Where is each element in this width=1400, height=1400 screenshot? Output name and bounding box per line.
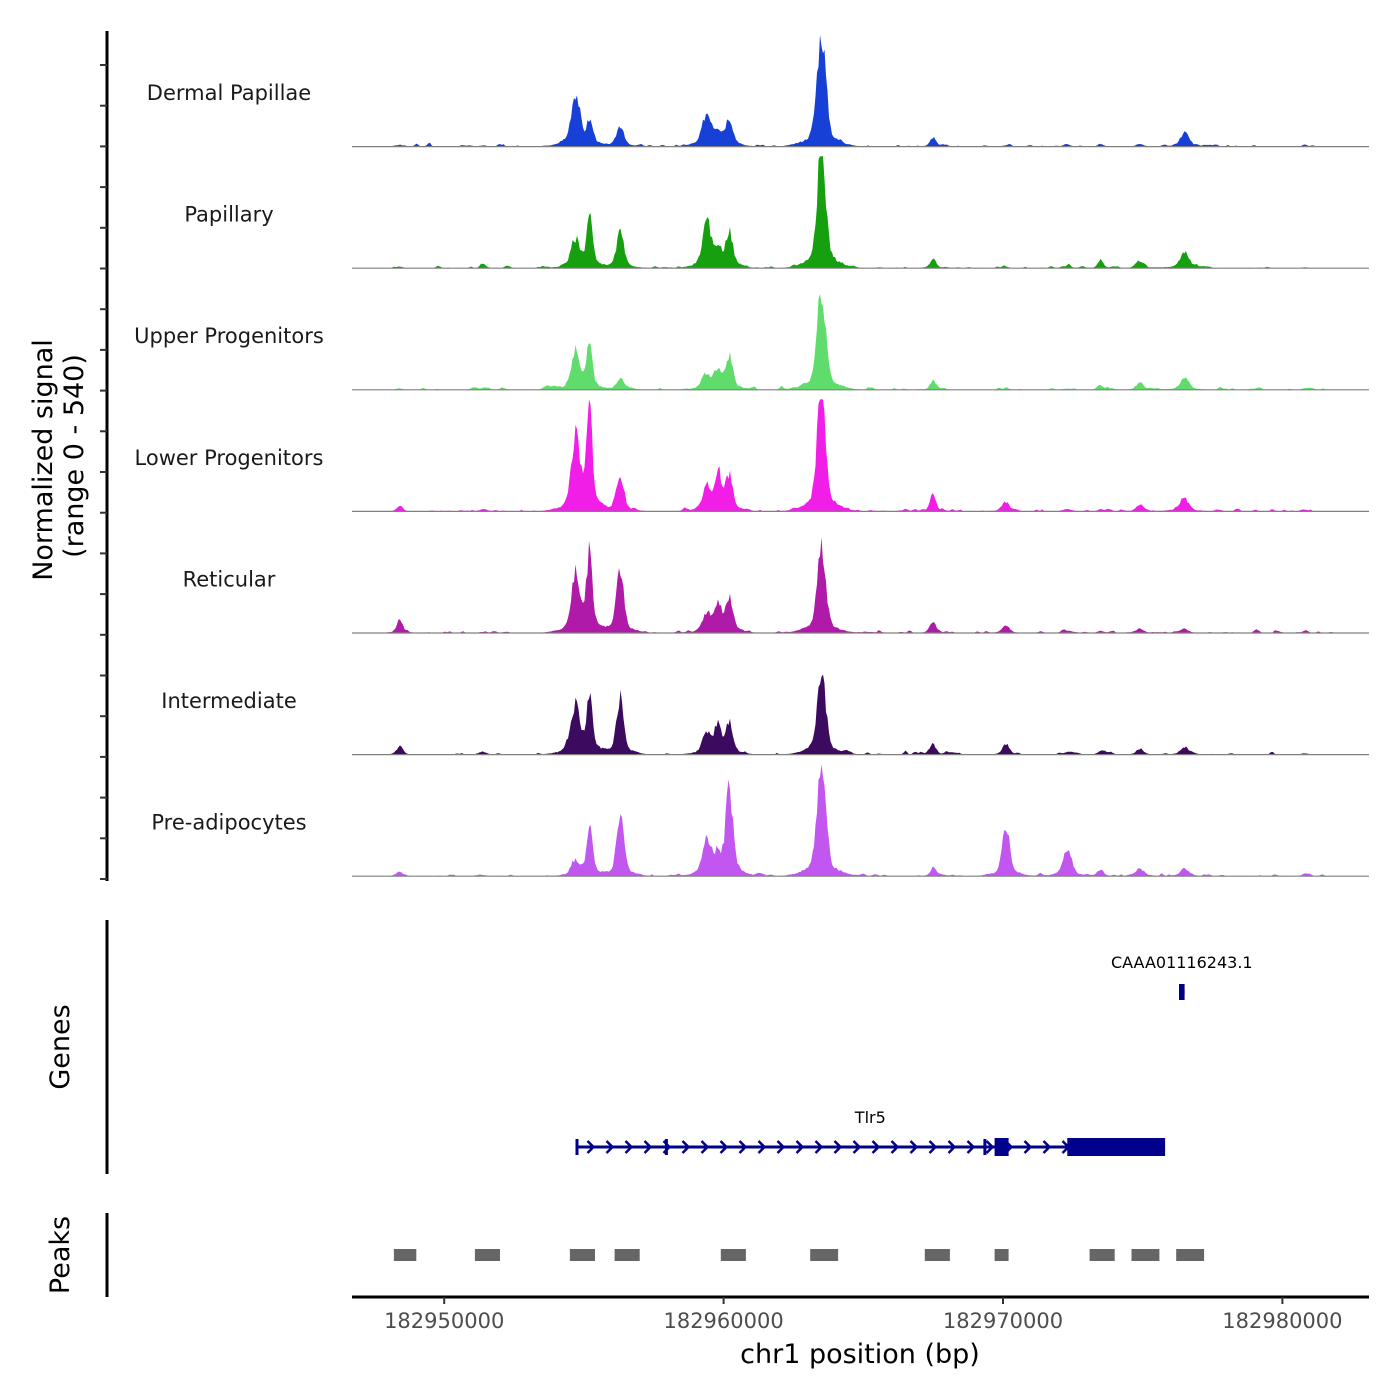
track-label: Intermediate bbox=[161, 689, 297, 713]
gene-exon bbox=[983, 1139, 987, 1155]
peak-region bbox=[810, 1249, 839, 1261]
strand-arrow-icon bbox=[852, 1140, 862, 1154]
strand-arrow-icon bbox=[814, 1140, 824, 1154]
strand-arrow-icon bbox=[909, 1140, 919, 1154]
peak-region bbox=[474, 1249, 500, 1261]
x-axis-title: chr1 position (bp) bbox=[740, 1339, 980, 1370]
strand-arrow-icon bbox=[738, 1140, 748, 1154]
peaks-panel-label: Peaks bbox=[45, 1216, 76, 1294]
gene-tlr5: Tlr5 bbox=[575, 1108, 1166, 1156]
track-label: Reticular bbox=[183, 567, 276, 591]
signal-area bbox=[352, 764, 1369, 877]
track-intermediate: Intermediate bbox=[161, 674, 1369, 756]
strand-arrow-icon bbox=[985, 1140, 995, 1154]
gene-exon bbox=[1179, 984, 1185, 1000]
strand-arrow-icon bbox=[890, 1140, 900, 1154]
signal-area bbox=[352, 156, 1369, 269]
strand-arrow-icon bbox=[700, 1140, 710, 1154]
y-axis-title: Normalized signal bbox=[28, 339, 59, 581]
track-lower-progenitors: Lower Progenitors bbox=[135, 399, 1369, 512]
peak-region bbox=[569, 1249, 595, 1261]
signal-area bbox=[352, 537, 1369, 633]
peak-region bbox=[924, 1249, 950, 1261]
gene-exon bbox=[1067, 1138, 1166, 1156]
peak-region bbox=[994, 1249, 1009, 1261]
gene-exon bbox=[994, 1138, 1009, 1156]
strand-arrow-icon bbox=[719, 1140, 729, 1154]
x-tick-label: 182960000 bbox=[663, 1309, 783, 1333]
x-tick-label: 182970000 bbox=[943, 1309, 1063, 1333]
gene-label: CAAA01116243.1 bbox=[1111, 953, 1253, 972]
strand-arrow-icon bbox=[757, 1140, 767, 1154]
x-tick-label: 182980000 bbox=[1222, 1309, 1342, 1333]
track-label: Lower Progenitors bbox=[135, 446, 324, 470]
track-reticular: Reticular bbox=[183, 537, 1369, 634]
gene-track: Tlr5 CAAA01116243.1 bbox=[575, 953, 1253, 1156]
peak-region bbox=[393, 1249, 417, 1261]
strand-arrow-icon bbox=[624, 1140, 634, 1154]
signal-area bbox=[352, 34, 1369, 147]
strand-arrow-icon bbox=[928, 1140, 938, 1154]
track-label: Pre-adipocytes bbox=[151, 811, 306, 835]
track-pre-adipocytes: Pre-adipocytes bbox=[151, 764, 1369, 877]
peak-region bbox=[1131, 1249, 1160, 1261]
strand-arrow-icon bbox=[605, 1140, 615, 1154]
strand-arrow-icon bbox=[966, 1140, 976, 1154]
genes-panel-label: Genes bbox=[45, 1004, 76, 1089]
track-dermal-papillae: Dermal Papillae bbox=[147, 34, 1369, 148]
strand-arrow-icon bbox=[643, 1140, 653, 1154]
signal-area bbox=[352, 674, 1369, 755]
strand-arrow-icon bbox=[1023, 1140, 1033, 1154]
x-tick-label: 182950000 bbox=[384, 1309, 504, 1333]
signal-area bbox=[352, 294, 1369, 390]
strand-arrow-icon bbox=[1042, 1140, 1052, 1154]
track-upper-progenitors: Upper Progenitors bbox=[134, 294, 1369, 391]
signal-tracks: Dermal Papillae Papillary Upper Progenitor… bbox=[134, 34, 1369, 877]
strand-arrow-icon bbox=[795, 1140, 805, 1154]
strand-arrow-icon bbox=[871, 1140, 881, 1154]
track-label: Upper Progenitors bbox=[134, 324, 324, 348]
gene-caaa01116243-1: CAAA01116243.1 bbox=[1111, 953, 1253, 1000]
y-axis-range: (range 0 - 540) bbox=[59, 354, 90, 558]
track-label: Papillary bbox=[184, 203, 273, 227]
signal-y-ticks bbox=[100, 64, 107, 880]
strand-arrow-icon bbox=[833, 1140, 843, 1154]
track-papillary: Papillary bbox=[184, 156, 1369, 269]
strand-arrow-icon bbox=[586, 1140, 596, 1154]
strand-arrow-icon bbox=[776, 1140, 786, 1154]
strand-arrow-icon bbox=[947, 1140, 957, 1154]
signal-area bbox=[352, 399, 1369, 512]
peak-region bbox=[1176, 1249, 1205, 1261]
gene-exon bbox=[575, 1139, 579, 1155]
gene-exon bbox=[664, 1139, 668, 1155]
gene-label: Tlr5 bbox=[854, 1108, 886, 1127]
x-axis-ticks: 182950000 182960000 182970000 182980000 bbox=[384, 1297, 1343, 1333]
peak-track bbox=[393, 1249, 1205, 1261]
strand-arrow-icon bbox=[681, 1140, 691, 1154]
peak-region bbox=[614, 1249, 640, 1261]
track-label: Dermal Papillae bbox=[147, 81, 311, 105]
peak-region bbox=[720, 1249, 746, 1261]
peak-region bbox=[1089, 1249, 1115, 1261]
